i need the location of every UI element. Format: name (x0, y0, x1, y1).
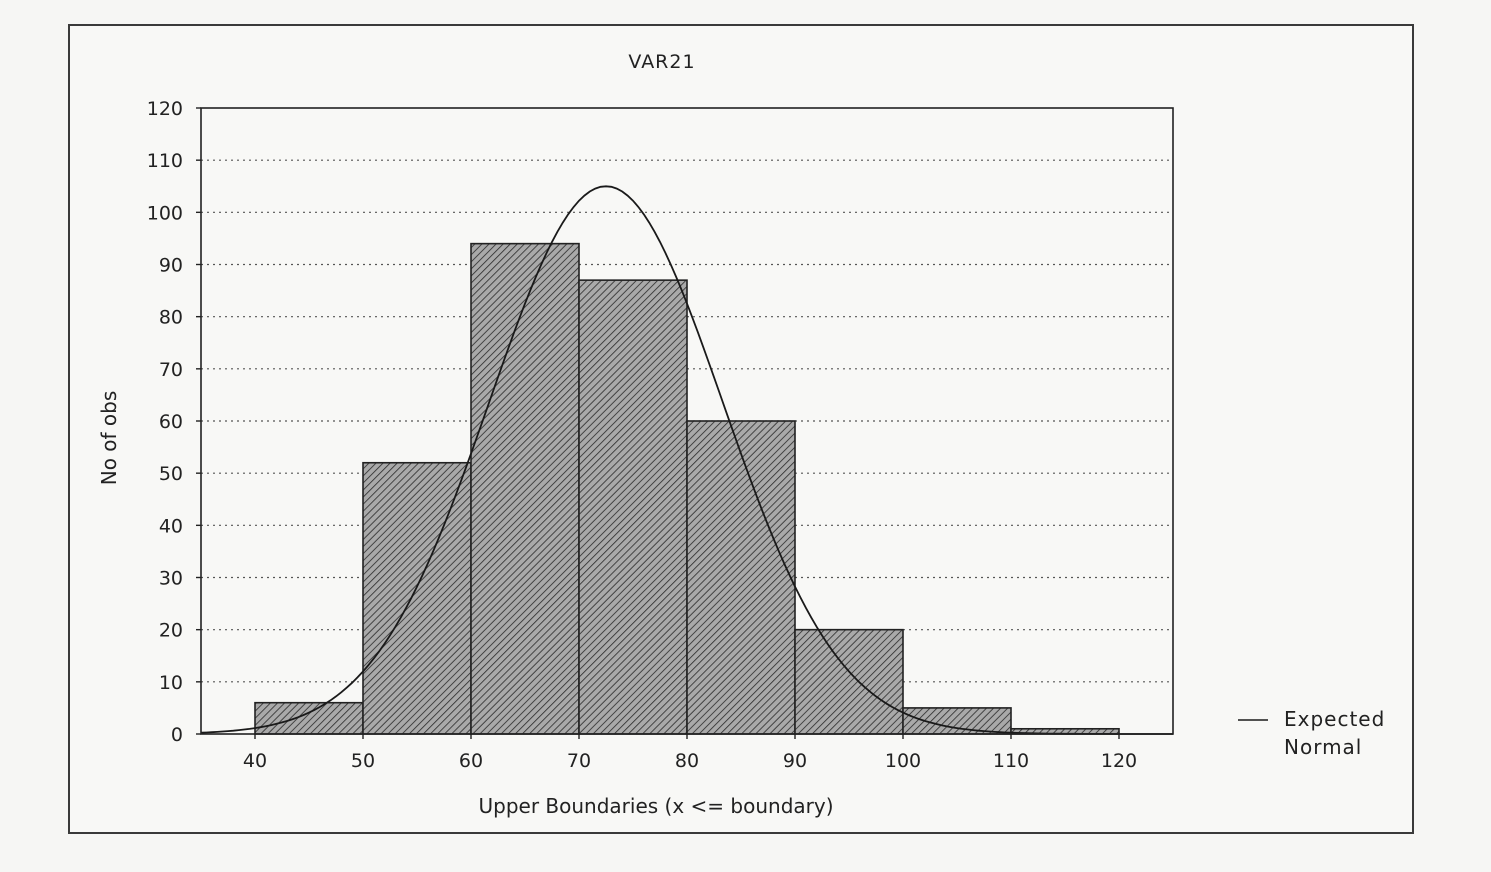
x-tick-label-110: 110 (993, 750, 1029, 772)
legend-label-line1: Expected (1284, 707, 1385, 731)
y-axis-title: No of obs (97, 391, 121, 486)
y-tick-label-30: 30 (159, 568, 183, 590)
bar-40-50 (254, 701, 364, 735)
chart-title: VAR21 (628, 51, 695, 73)
y-tick-label-80: 80 (159, 307, 183, 329)
y-tick-label-120: 120 (147, 98, 183, 120)
y-tick-label-10: 10 (159, 672, 183, 694)
bar-90-100 (794, 628, 904, 735)
bars (254, 242, 1120, 735)
y-tick-label-20: 20 (159, 620, 183, 642)
y-tick-label-0: 0 (171, 724, 183, 746)
expected-normal-line (200, 185, 1173, 735)
bar-80-90 (686, 420, 796, 735)
x-tick-label-100: 100 (885, 750, 921, 772)
legend: Expected Normal (1238, 707, 1385, 759)
y-tick-label-100: 100 (147, 202, 183, 224)
x-tick-label-120: 120 (1101, 750, 1137, 772)
y-tick-label-50: 50 (159, 463, 183, 485)
x-tick-label-60: 60 (459, 750, 483, 772)
expected-normal-curve (200, 185, 1173, 735)
x-tick-label-40: 40 (243, 750, 267, 772)
bar-60-70 (470, 242, 580, 735)
chart-frame: 0 10 20 30 40 50 60 70 80 90 100 110 120 40 50 60 70 80 9… (68, 24, 1414, 834)
x-tick-label-70: 70 (567, 750, 591, 772)
x-tick-label-90: 90 (783, 750, 807, 772)
bar-100-110 (902, 707, 1012, 735)
y-tick-label-70: 70 (159, 359, 183, 381)
x-tick-label-80: 80 (675, 750, 699, 772)
x-axis-ticks: 40 50 60 70 80 90 100 110 120 (243, 734, 1137, 772)
x-tick-label-50: 50 (351, 750, 375, 772)
y-axis-ticks: 0 10 20 30 40 50 60 70 80 90 100 110 120 (147, 98, 201, 746)
legend-label-line2: Normal (1284, 735, 1362, 759)
y-tick-label-40: 40 (159, 515, 183, 537)
histogram-chart: 0 10 20 30 40 50 60 70 80 90 100 110 120 40 50 60 70 80 9… (97, 51, 1385, 818)
bar-50-60 (362, 461, 472, 735)
y-tick-label-60: 60 (159, 411, 183, 433)
bar-70-80 (578, 279, 688, 735)
y-tick-label-110: 110 (147, 150, 183, 172)
y-tick-label-90: 90 (159, 255, 183, 277)
x-axis-title: Upper Boundaries (x <= boundary) (479, 794, 834, 818)
